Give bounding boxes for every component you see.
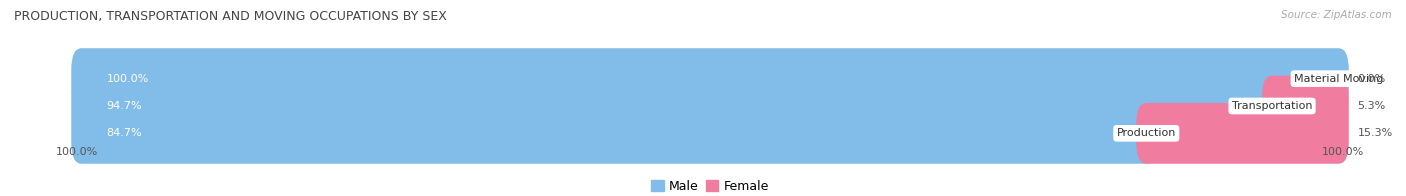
FancyBboxPatch shape <box>1263 76 1348 136</box>
Text: 100.0%: 100.0% <box>107 74 149 84</box>
Text: 94.7%: 94.7% <box>107 101 142 111</box>
Text: 15.3%: 15.3% <box>1358 128 1393 138</box>
Text: 5.3%: 5.3% <box>1358 101 1386 111</box>
Text: 100.0%: 100.0% <box>1322 147 1364 157</box>
Text: 100.0%: 100.0% <box>56 147 98 157</box>
Text: PRODUCTION, TRANSPORTATION AND MOVING OCCUPATIONS BY SEX: PRODUCTION, TRANSPORTATION AND MOVING OC… <box>14 10 447 23</box>
FancyBboxPatch shape <box>72 76 1282 136</box>
FancyBboxPatch shape <box>72 48 1348 109</box>
Text: Source: ZipAtlas.com: Source: ZipAtlas.com <box>1281 10 1392 20</box>
Text: Production: Production <box>1116 128 1175 138</box>
FancyBboxPatch shape <box>72 103 1348 164</box>
FancyBboxPatch shape <box>72 103 1156 164</box>
FancyBboxPatch shape <box>72 48 1348 109</box>
Text: Transportation: Transportation <box>1232 101 1312 111</box>
Text: Material Moving: Material Moving <box>1294 74 1384 84</box>
Text: 84.7%: 84.7% <box>107 128 142 138</box>
FancyBboxPatch shape <box>1136 103 1348 164</box>
FancyBboxPatch shape <box>72 76 1348 136</box>
Legend: Male, Female: Male, Female <box>647 175 773 196</box>
Text: 0.0%: 0.0% <box>1358 74 1386 84</box>
